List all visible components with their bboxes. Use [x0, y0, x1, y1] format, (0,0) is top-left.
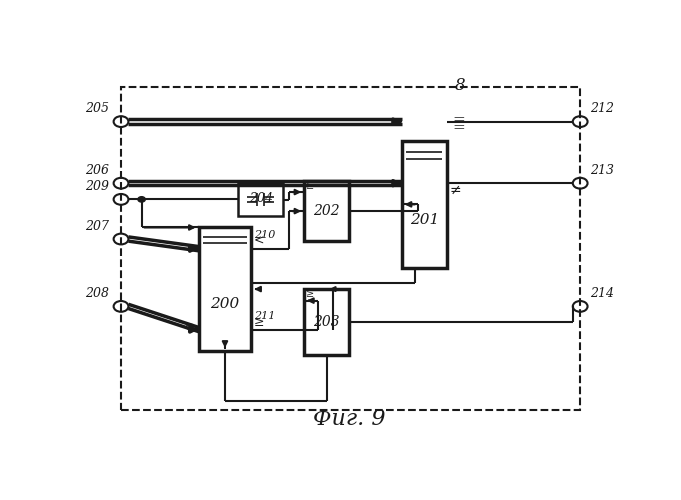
Text: ≥: ≥ — [306, 290, 315, 299]
Text: 8: 8 — [454, 77, 465, 94]
Text: ≠: ≠ — [185, 322, 194, 332]
Text: 209: 209 — [85, 180, 110, 193]
Text: 204: 204 — [249, 192, 272, 204]
Text: 202: 202 — [313, 204, 340, 218]
Text: 205: 205 — [85, 102, 110, 116]
Text: ≠: ≠ — [450, 183, 462, 197]
Bar — [238, 183, 283, 216]
Bar — [402, 141, 447, 268]
Text: Фиг. 9: Фиг. 9 — [313, 408, 385, 430]
Text: 207: 207 — [85, 220, 110, 233]
Circle shape — [138, 196, 145, 202]
Text: 214: 214 — [590, 287, 614, 300]
Text: =: = — [452, 122, 464, 136]
Text: 203: 203 — [313, 315, 340, 329]
Text: 211: 211 — [254, 311, 275, 321]
Text: ≥: ≥ — [306, 182, 315, 191]
Bar — [304, 289, 349, 354]
Bar — [304, 182, 349, 241]
Text: 208: 208 — [85, 287, 110, 300]
Text: =: = — [452, 113, 464, 127]
Text: ≥: ≥ — [254, 316, 264, 328]
Text: 206: 206 — [85, 164, 110, 177]
Text: <: < — [254, 235, 264, 248]
Bar — [199, 228, 251, 350]
Text: 212: 212 — [590, 102, 614, 116]
Text: 201: 201 — [409, 212, 439, 226]
Text: 200: 200 — [210, 297, 240, 311]
Text: 210: 210 — [254, 230, 275, 240]
Text: 213: 213 — [590, 164, 614, 177]
Bar — [121, 87, 580, 410]
